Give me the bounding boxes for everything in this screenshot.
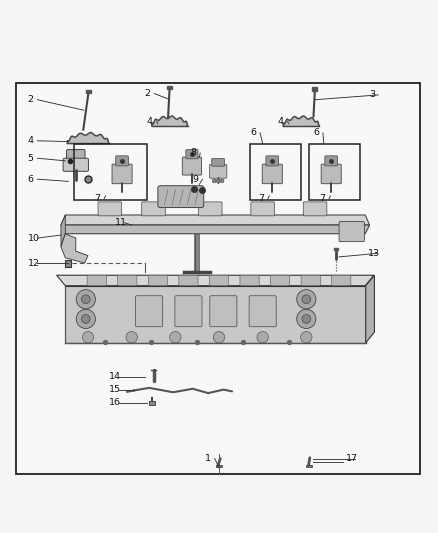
FancyBboxPatch shape <box>158 185 204 207</box>
Polygon shape <box>167 86 172 90</box>
Circle shape <box>81 314 90 323</box>
Text: 13: 13 <box>367 249 380 258</box>
FancyBboxPatch shape <box>332 275 351 286</box>
Circle shape <box>300 332 312 343</box>
Circle shape <box>213 332 225 343</box>
Bar <box>65 286 366 343</box>
FancyBboxPatch shape <box>212 158 225 166</box>
Circle shape <box>297 289 316 309</box>
FancyBboxPatch shape <box>249 296 276 327</box>
Text: 8: 8 <box>191 149 197 157</box>
Polygon shape <box>312 87 318 91</box>
Circle shape <box>257 332 268 343</box>
Text: 1: 1 <box>205 454 211 463</box>
FancyBboxPatch shape <box>112 164 132 184</box>
FancyBboxPatch shape <box>179 275 198 286</box>
Text: 10: 10 <box>28 233 40 243</box>
FancyBboxPatch shape <box>148 275 167 286</box>
Circle shape <box>82 332 94 343</box>
Polygon shape <box>86 90 91 93</box>
Circle shape <box>76 309 95 328</box>
Text: 5: 5 <box>28 154 34 163</box>
FancyBboxPatch shape <box>240 275 259 286</box>
Bar <box>65 261 71 266</box>
Circle shape <box>81 295 90 304</box>
Circle shape <box>297 309 316 328</box>
FancyBboxPatch shape <box>136 296 162 327</box>
Text: 9: 9 <box>193 175 199 184</box>
Polygon shape <box>334 248 338 250</box>
Circle shape <box>212 179 216 183</box>
Circle shape <box>170 332 181 343</box>
Text: 3: 3 <box>369 91 375 100</box>
Text: 14: 14 <box>109 372 121 381</box>
Text: 6: 6 <box>28 175 34 184</box>
Text: 16: 16 <box>109 398 121 407</box>
Text: 15: 15 <box>109 385 121 394</box>
FancyBboxPatch shape <box>175 296 202 327</box>
FancyBboxPatch shape <box>142 202 165 216</box>
Bar <box>16 83 420 474</box>
Text: 2: 2 <box>28 95 34 104</box>
FancyBboxPatch shape <box>303 202 327 216</box>
Text: 17: 17 <box>346 454 357 463</box>
Polygon shape <box>366 275 374 343</box>
Text: 7: 7 <box>95 195 101 203</box>
Circle shape <box>126 332 138 343</box>
Text: 4: 4 <box>278 117 284 126</box>
Text: 11: 11 <box>115 219 127 228</box>
FancyBboxPatch shape <box>87 275 106 286</box>
Polygon shape <box>57 275 374 286</box>
Circle shape <box>216 179 220 183</box>
Bar <box>251 144 300 200</box>
FancyBboxPatch shape <box>63 158 88 171</box>
Circle shape <box>76 289 95 309</box>
FancyBboxPatch shape <box>321 164 341 184</box>
Bar <box>216 465 222 467</box>
Text: 7: 7 <box>258 195 264 203</box>
FancyBboxPatch shape <box>198 202 222 216</box>
FancyBboxPatch shape <box>262 164 283 184</box>
FancyBboxPatch shape <box>118 275 137 286</box>
Text: 6: 6 <box>313 128 319 138</box>
FancyBboxPatch shape <box>210 296 237 327</box>
Polygon shape <box>61 215 370 225</box>
FancyBboxPatch shape <box>325 156 338 166</box>
Circle shape <box>220 179 224 183</box>
Polygon shape <box>61 225 370 234</box>
FancyBboxPatch shape <box>301 275 320 286</box>
Circle shape <box>302 295 311 304</box>
FancyBboxPatch shape <box>339 222 364 241</box>
FancyBboxPatch shape <box>209 165 227 178</box>
Bar <box>306 465 312 467</box>
FancyBboxPatch shape <box>271 275 290 286</box>
FancyBboxPatch shape <box>98 202 122 216</box>
FancyBboxPatch shape <box>67 149 85 164</box>
Bar <box>149 400 155 405</box>
Bar <box>309 144 360 200</box>
FancyBboxPatch shape <box>209 275 229 286</box>
FancyBboxPatch shape <box>116 156 128 166</box>
Circle shape <box>302 314 311 323</box>
Text: 7: 7 <box>319 195 325 203</box>
Polygon shape <box>61 234 88 263</box>
Text: 4: 4 <box>28 136 34 146</box>
Polygon shape <box>61 215 65 247</box>
FancyBboxPatch shape <box>186 149 198 159</box>
Text: 2: 2 <box>145 89 151 98</box>
Text: 4: 4 <box>147 117 153 126</box>
FancyBboxPatch shape <box>266 156 279 166</box>
FancyBboxPatch shape <box>182 157 201 175</box>
Text: 6: 6 <box>251 128 256 138</box>
FancyBboxPatch shape <box>251 202 275 216</box>
Bar <box>74 144 148 200</box>
Text: 12: 12 <box>28 259 40 268</box>
